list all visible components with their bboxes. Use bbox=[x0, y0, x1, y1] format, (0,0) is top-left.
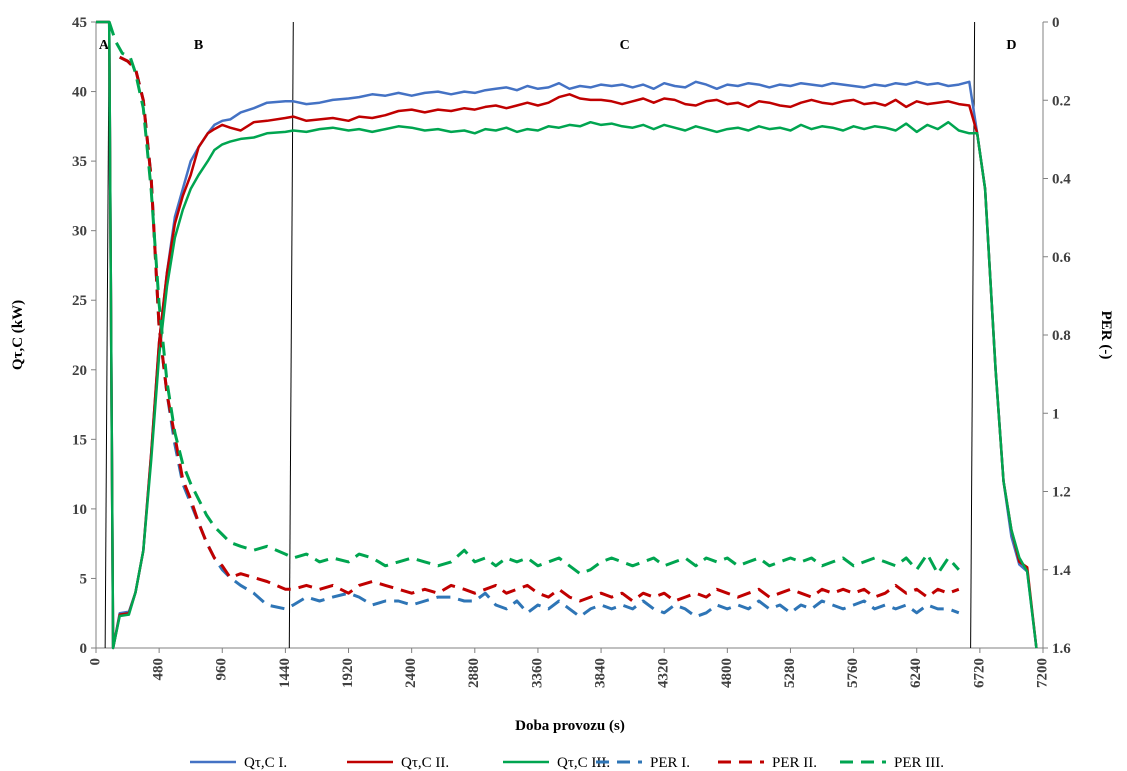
y-right-tick-label: 1.6 bbox=[1052, 641, 1071, 657]
zone-boundary-line bbox=[288, 21, 294, 649]
legend: Qτ,C I. Qτ,C II. Qτ,C III. PER I. PER II. PER… bbox=[190, 755, 944, 771]
x-tick-label: 4320 bbox=[656, 658, 672, 688]
y-right-tick-label: 1.4 bbox=[1052, 563, 1071, 579]
x-tick-label: 5280 bbox=[782, 658, 798, 688]
x-axis-title: Doba provozu (s) bbox=[515, 718, 625, 734]
x-tick-label: 960 bbox=[214, 658, 230, 681]
series-line-5 bbox=[119, 55, 960, 603]
y-right-tick-label: 0.2 bbox=[1052, 93, 1071, 109]
zone-label-c: C bbox=[620, 38, 630, 53]
y-left-tick-label: 45 bbox=[72, 15, 87, 31]
y-left-tick-label: 20 bbox=[72, 363, 87, 379]
x-tick-label: 1920 bbox=[340, 658, 356, 688]
legend-label: Qτ,C I. bbox=[244, 755, 287, 771]
series-line-4 bbox=[119, 55, 960, 619]
data-series bbox=[96, 20, 1038, 650]
y-right-tick-label: 0 bbox=[1052, 15, 1060, 31]
series-line-2 bbox=[96, 20, 1038, 650]
y-left-axis-title: Qτ,C (kW) bbox=[10, 300, 26, 370]
y-left-tick-label: 10 bbox=[72, 502, 87, 518]
y-left-tick-label: 40 bbox=[72, 85, 87, 101]
zone-label-b: B bbox=[194, 38, 203, 53]
x-tick-label: 6720 bbox=[971, 658, 987, 688]
x-tick-label: 480 bbox=[151, 658, 167, 681]
zone-label-d: D bbox=[1006, 38, 1016, 53]
series-line-3 bbox=[96, 20, 1038, 650]
legend-label: PER II. bbox=[772, 755, 817, 771]
y-right-tick-label: 1 bbox=[1052, 406, 1060, 422]
x-tick-label: 3360 bbox=[529, 658, 545, 688]
y-right-axis-title: PER (-) bbox=[1098, 311, 1114, 360]
y-right-tick-label: 0.6 bbox=[1052, 250, 1071, 266]
x-tick-label: 2400 bbox=[403, 658, 419, 688]
legend-label: Qτ,C III. bbox=[557, 755, 610, 771]
x-tick-label: 0 bbox=[87, 658, 103, 666]
x-tick-label: 6240 bbox=[908, 658, 924, 688]
tick-labels: 0 480 960 1440 1920 2400 2880 3360 3840 4320 4800 5… bbox=[72, 15, 1071, 688]
y-left-tick-label: 30 bbox=[72, 224, 87, 240]
zone-label-a: A bbox=[99, 38, 110, 53]
series-line-6 bbox=[107, 21, 960, 576]
y-left-tick-label: 15 bbox=[72, 432, 87, 448]
axes bbox=[91, 21, 1048, 653]
x-tick-label: 2880 bbox=[466, 658, 482, 688]
legend-label: Qτ,C II. bbox=[401, 755, 449, 771]
y-left-tick-label: 35 bbox=[72, 154, 87, 170]
x-tick-label: 1440 bbox=[277, 658, 293, 688]
legend-label: PER III. bbox=[894, 755, 944, 771]
y-right-tick-label: 0.8 bbox=[1052, 328, 1071, 344]
x-tick-label: 5760 bbox=[845, 658, 861, 688]
x-tick-label: 7200 bbox=[1034, 658, 1050, 688]
y-left-tick-label: 25 bbox=[72, 293, 87, 309]
legend-label: PER I. bbox=[650, 755, 690, 771]
x-tick-label: 4800 bbox=[719, 658, 735, 688]
y-left-tick-label: 0 bbox=[80, 641, 88, 657]
zone-boundary-line bbox=[104, 21, 110, 649]
y-right-tick-label: 0.4 bbox=[1052, 172, 1071, 188]
series-line-1 bbox=[96, 20, 1038, 650]
y-left-tick-label: 5 bbox=[80, 571, 88, 587]
y-right-tick-label: 1.2 bbox=[1052, 485, 1071, 501]
x-tick-label: 3840 bbox=[593, 658, 609, 688]
